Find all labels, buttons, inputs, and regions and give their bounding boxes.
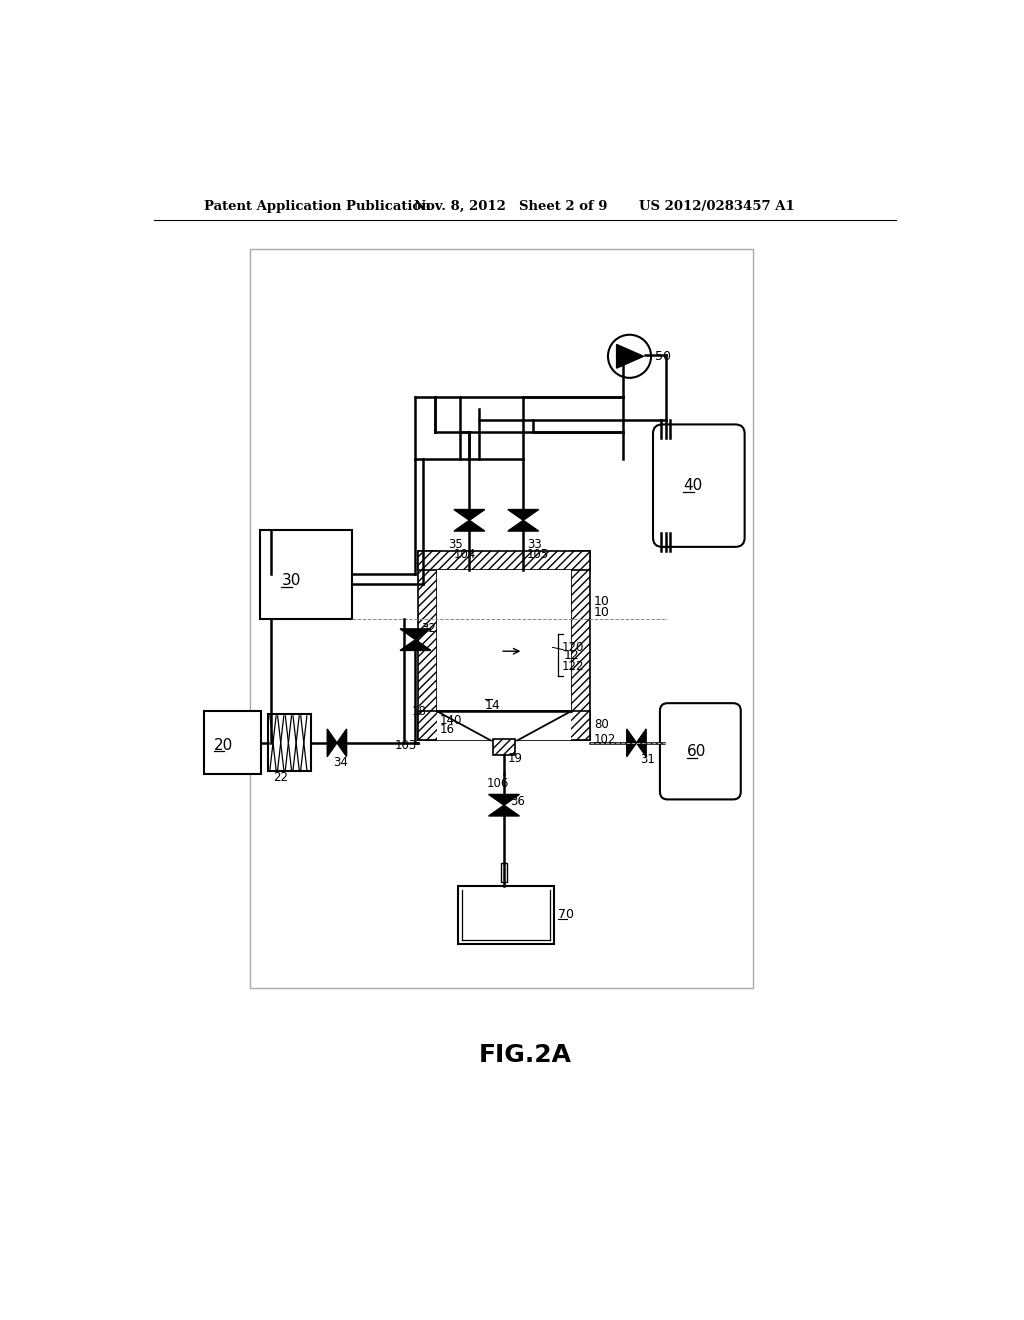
Bar	[250, 249, 753, 989]
Text: Nov. 8, 2012: Nov. 8, 2012	[414, 199, 506, 213]
Text: 19: 19	[508, 752, 523, 766]
Text: 40: 40	[683, 478, 702, 494]
Text: 36: 36	[510, 795, 525, 808]
Text: 140: 140	[439, 714, 462, 727]
Bar	[418, 552, 590, 570]
Polygon shape	[454, 510, 484, 520]
Polygon shape	[454, 520, 484, 531]
FancyBboxPatch shape	[659, 704, 740, 800]
Text: 16: 16	[439, 723, 455, 737]
Bar	[437, 711, 571, 739]
Text: 106: 106	[487, 777, 510, 791]
Text: 50: 50	[655, 350, 671, 363]
Text: 30: 30	[282, 573, 301, 587]
Text: 105: 105	[527, 548, 549, 561]
Text: 104: 104	[454, 548, 476, 561]
Text: 102: 102	[594, 733, 616, 746]
Text: 12: 12	[564, 648, 580, 661]
Text: 80: 80	[594, 718, 609, 731]
Bar	[260, 529, 352, 619]
Bar	[418, 552, 437, 739]
Polygon shape	[328, 729, 337, 756]
Bar	[501, 863, 507, 882]
Polygon shape	[508, 520, 539, 531]
Text: 32: 32	[422, 622, 436, 635]
Polygon shape	[508, 510, 539, 520]
Polygon shape	[637, 729, 646, 756]
Text: 20: 20	[214, 738, 233, 752]
Text: 18: 18	[412, 705, 426, 718]
Text: 14: 14	[484, 698, 501, 711]
Text: 120: 120	[562, 640, 584, 653]
Text: 10: 10	[594, 606, 610, 619]
Text: Patent Application Publication: Patent Application Publication	[204, 199, 430, 213]
Bar	[267, 714, 310, 771]
Text: 22: 22	[273, 771, 288, 784]
Text: FIG.2A: FIG.2A	[478, 1043, 571, 1068]
Text: 60: 60	[686, 743, 706, 759]
Polygon shape	[488, 795, 519, 805]
Polygon shape	[488, 805, 519, 816]
Bar	[437, 570, 571, 739]
Polygon shape	[627, 729, 637, 756]
FancyBboxPatch shape	[653, 425, 744, 546]
Polygon shape	[616, 345, 643, 368]
Polygon shape	[337, 729, 346, 756]
Polygon shape	[400, 628, 431, 640]
Bar	[571, 552, 590, 739]
Text: Sheet 2 of 9: Sheet 2 of 9	[519, 199, 608, 213]
Polygon shape	[400, 640, 431, 651]
Text: 31: 31	[640, 754, 655, 767]
Bar	[418, 711, 590, 739]
Text: 33: 33	[527, 539, 542, 552]
Text: 103: 103	[394, 739, 417, 751]
Text: 122: 122	[562, 660, 585, 673]
Text: 35: 35	[447, 539, 463, 552]
Text: 10: 10	[594, 594, 610, 607]
Bar	[204, 711, 261, 775]
Text: 34: 34	[333, 755, 348, 768]
Bar	[458, 886, 554, 944]
Bar	[494, 739, 515, 755]
Text: US 2012/0283457 A1: US 2012/0283457 A1	[639, 199, 795, 213]
Text: 70: 70	[558, 908, 573, 921]
